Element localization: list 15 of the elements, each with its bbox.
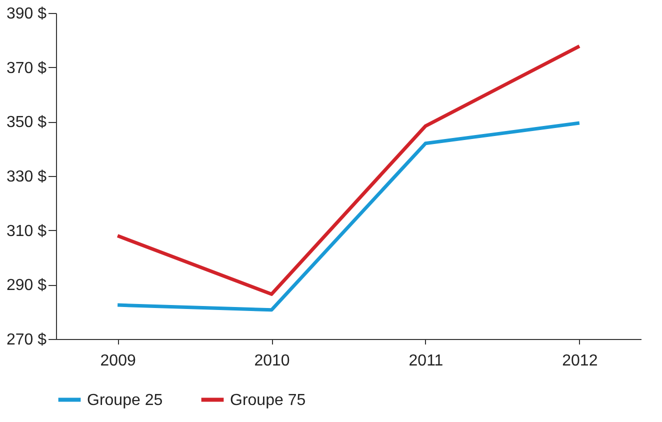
- y-tick-label: 270 $: [6, 332, 47, 348]
- y-tick-label: 330 $: [6, 168, 47, 186]
- y-tick-label: 350 $: [6, 114, 47, 132]
- y-tick-label: 290 $: [6, 277, 47, 294]
- y-tick-label: 310 $: [6, 222, 47, 240]
- x-tick-label: 2011: [408, 352, 444, 370]
- legend-label: Groupe 75: [230, 392, 306, 409]
- legend-label: Groupe 25: [87, 392, 163, 409]
- x-tick-label: 2010: [254, 352, 290, 370]
- line-series: [116, 44, 582, 296]
- x-tick-label: 2009: [100, 352, 136, 370]
- x-tick-label: 2012: [562, 352, 598, 370]
- line-series: [116, 121, 582, 312]
- y-tick-label: 390 $: [6, 6, 47, 22]
- y-tick-label: 370 $: [6, 60, 47, 77]
